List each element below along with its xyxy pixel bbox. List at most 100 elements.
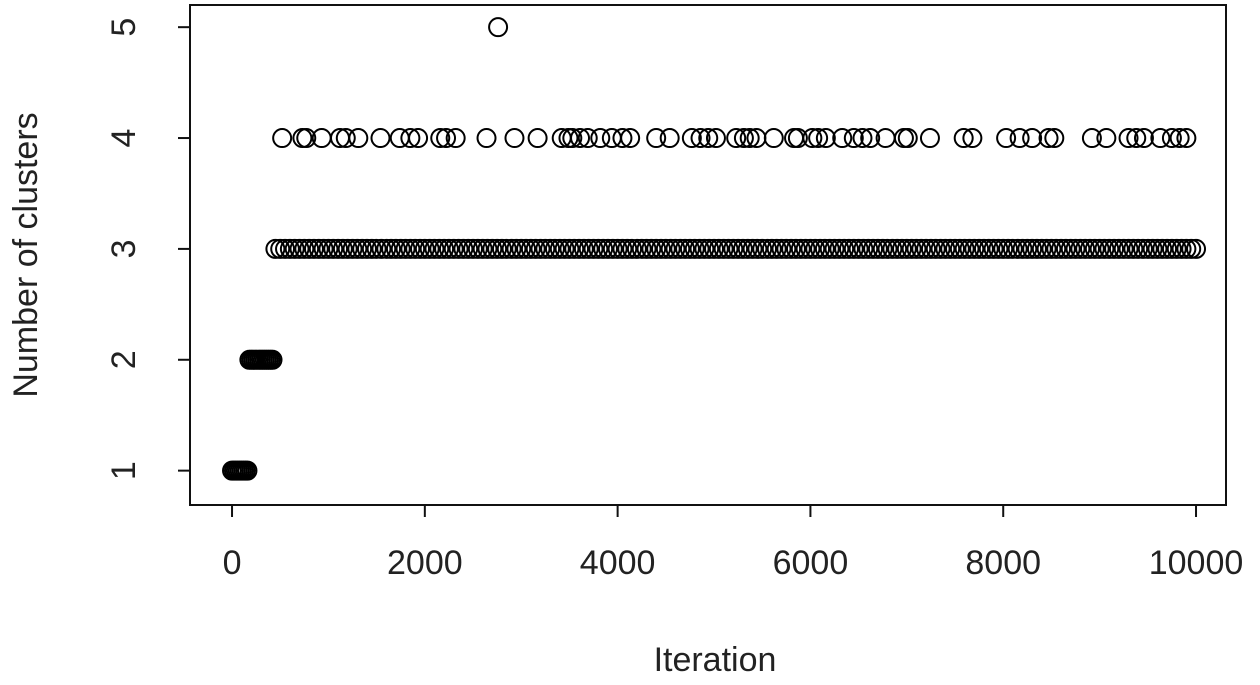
point — [516, 238, 537, 259]
point — [535, 238, 556, 259]
point — [872, 238, 893, 259]
point — [1017, 238, 1038, 259]
point — [463, 238, 484, 259]
point — [434, 238, 455, 259]
point — [805, 238, 826, 259]
point — [998, 238, 1019, 259]
point — [540, 238, 561, 259]
point — [651, 238, 672, 259]
point — [824, 238, 845, 259]
point — [323, 238, 344, 259]
point — [1171, 238, 1192, 259]
point — [549, 238, 570, 259]
point — [935, 238, 956, 259]
point — [1081, 128, 1102, 149]
point — [617, 238, 638, 259]
point — [646, 128, 667, 149]
point — [1123, 238, 1144, 259]
point — [1104, 238, 1125, 259]
point — [1022, 128, 1043, 149]
point — [698, 128, 719, 149]
point — [694, 238, 715, 259]
x-axis-title: Iteration — [654, 641, 777, 679]
point — [815, 128, 836, 149]
point — [771, 238, 792, 259]
point — [728, 238, 749, 259]
point — [832, 128, 853, 149]
point — [270, 238, 291, 259]
point — [766, 238, 787, 259]
point — [641, 238, 662, 259]
point — [858, 238, 879, 259]
point — [704, 238, 725, 259]
point — [578, 238, 599, 259]
point — [491, 238, 512, 259]
point — [376, 238, 397, 259]
x-tick-label: 6000 — [773, 544, 849, 582]
point — [843, 128, 864, 149]
point — [1108, 238, 1129, 259]
point — [808, 128, 829, 149]
point — [1060, 238, 1081, 259]
x-tick-label: 0 — [223, 544, 242, 582]
point — [1118, 128, 1139, 149]
point — [925, 238, 946, 259]
point — [424, 238, 445, 259]
point — [911, 238, 932, 259]
point — [544, 238, 565, 259]
point — [665, 238, 686, 259]
point — [949, 238, 970, 259]
x-tick-label: 4000 — [580, 544, 656, 582]
point — [705, 128, 726, 149]
point — [400, 238, 421, 259]
point — [488, 17, 509, 38]
point — [381, 238, 402, 259]
point — [996, 128, 1017, 149]
point — [303, 238, 324, 259]
point — [588, 238, 609, 259]
point — [410, 238, 431, 259]
point — [554, 238, 575, 259]
point — [602, 238, 623, 259]
point — [405, 238, 426, 259]
point — [739, 128, 760, 149]
point — [385, 238, 406, 259]
point — [901, 238, 922, 259]
point — [834, 238, 855, 259]
point — [347, 238, 368, 259]
point — [853, 238, 874, 259]
point — [969, 238, 990, 259]
point — [763, 128, 784, 149]
point — [612, 128, 633, 149]
point — [335, 128, 356, 149]
point — [1133, 238, 1154, 259]
point — [684, 238, 705, 259]
point — [237, 460, 258, 481]
y-tick-label: 3 — [105, 239, 143, 258]
point — [978, 238, 999, 259]
point — [289, 238, 310, 259]
point — [506, 238, 527, 259]
point — [893, 128, 914, 149]
point — [860, 128, 881, 149]
point — [887, 238, 908, 259]
point — [737, 238, 758, 259]
point — [318, 238, 339, 259]
point — [631, 238, 652, 259]
point — [1036, 238, 1057, 259]
point — [1161, 238, 1182, 259]
point — [636, 238, 657, 259]
point — [993, 238, 1014, 259]
point — [659, 128, 680, 149]
point — [530, 238, 551, 259]
point — [761, 238, 782, 259]
point — [973, 238, 994, 259]
y-tick-label: 4 — [105, 129, 143, 148]
point — [313, 238, 334, 259]
point — [1176, 128, 1197, 149]
point — [1176, 238, 1197, 259]
point — [573, 238, 594, 259]
point — [570, 128, 591, 149]
point — [265, 238, 286, 259]
